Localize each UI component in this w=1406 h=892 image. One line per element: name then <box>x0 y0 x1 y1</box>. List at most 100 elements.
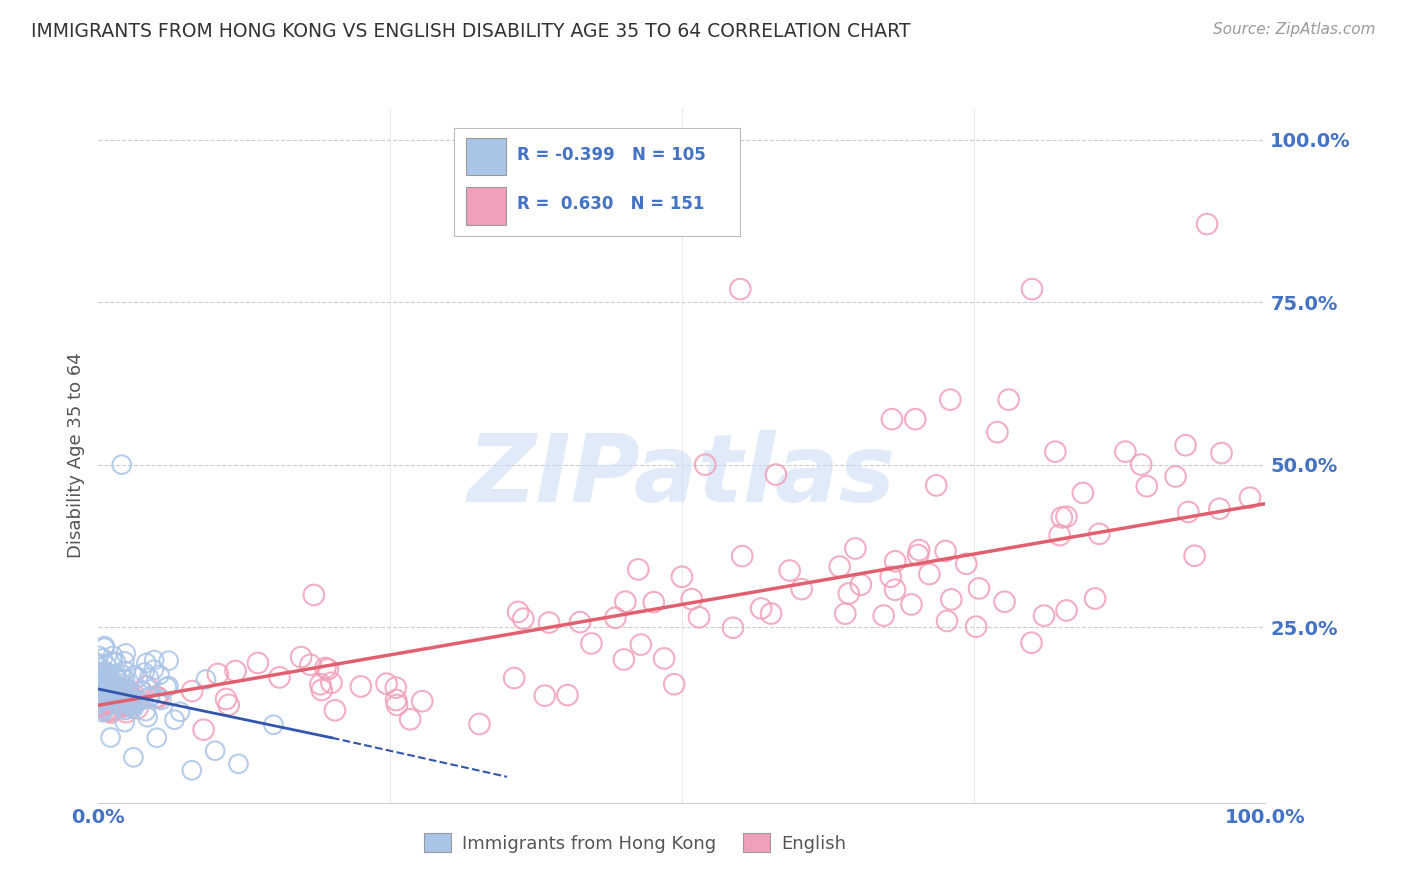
Point <box>557 688 579 702</box>
Point <box>1174 438 1197 452</box>
Point <box>1164 469 1187 483</box>
Point <box>880 412 903 426</box>
Text: ZIPatlas: ZIPatlas <box>468 430 896 522</box>
Point <box>1114 444 1136 458</box>
Point <box>96 658 118 673</box>
Point <box>110 687 132 701</box>
Point <box>127 693 149 707</box>
Point <box>118 698 141 713</box>
Point <box>908 543 931 558</box>
Point <box>94 669 117 683</box>
Point <box>1195 217 1218 231</box>
Point <box>100 731 122 745</box>
Point <box>115 695 138 709</box>
Point <box>97 686 120 700</box>
Point <box>350 680 373 694</box>
Point <box>100 685 122 699</box>
Point <box>94 695 117 709</box>
Point <box>262 718 284 732</box>
Point <box>997 392 1019 407</box>
Point <box>134 665 156 680</box>
Point <box>89 670 111 684</box>
Point <box>100 706 122 720</box>
Point <box>96 690 118 704</box>
Point <box>108 684 131 698</box>
Point <box>98 682 121 697</box>
Point <box>91 705 114 719</box>
Point <box>375 676 398 690</box>
Point <box>834 607 856 621</box>
Point <box>1130 458 1153 472</box>
Point <box>955 557 977 571</box>
Point <box>87 660 110 674</box>
Point <box>204 744 226 758</box>
Point <box>107 672 129 686</box>
Point <box>1136 479 1159 493</box>
Point <box>105 696 128 710</box>
Point <box>163 713 186 727</box>
Point <box>111 686 134 700</box>
Point <box>156 680 179 694</box>
Point <box>664 677 686 691</box>
Point <box>765 467 787 482</box>
Point <box>103 680 125 694</box>
Point <box>1056 603 1078 617</box>
Point <box>112 691 135 706</box>
Point <box>139 690 162 705</box>
Point <box>1184 549 1206 563</box>
Point <box>111 676 134 690</box>
Point <box>246 656 269 670</box>
Point <box>90 689 112 703</box>
Point <box>97 682 120 697</box>
Point <box>907 548 929 562</box>
Point <box>90 685 112 699</box>
Point <box>96 676 118 690</box>
Point <box>90 693 112 707</box>
Point <box>935 544 957 558</box>
Point <box>503 671 526 685</box>
Point <box>103 689 125 703</box>
Point <box>96 674 118 689</box>
Point <box>385 698 408 712</box>
Point <box>87 692 110 706</box>
Point <box>93 692 115 706</box>
Point <box>111 667 134 681</box>
Point <box>181 684 204 698</box>
Point <box>94 703 117 717</box>
Point <box>193 723 215 737</box>
Point <box>103 667 125 681</box>
Point <box>512 612 534 626</box>
Point <box>115 683 138 698</box>
Point <box>138 690 160 704</box>
Point <box>790 582 813 596</box>
Point <box>849 578 872 592</box>
Point <box>122 697 145 711</box>
Point <box>89 669 111 683</box>
Point <box>884 582 907 597</box>
Point <box>91 681 114 696</box>
Point <box>385 681 408 695</box>
Point <box>105 656 128 670</box>
Point <box>101 678 124 692</box>
Point <box>120 697 142 711</box>
Point <box>1021 282 1043 296</box>
Point <box>136 710 159 724</box>
Point <box>97 671 120 685</box>
Point <box>121 695 143 709</box>
Point <box>93 639 115 653</box>
Point <box>115 698 138 713</box>
Point <box>880 570 903 584</box>
Legend: Immigrants from Hong Kong, English: Immigrants from Hong Kong, English <box>418 826 853 860</box>
Point <box>100 683 122 698</box>
Point <box>91 693 114 707</box>
Point <box>90 665 112 680</box>
Point <box>94 696 117 710</box>
Point <box>385 693 408 707</box>
Point <box>468 717 491 731</box>
Point <box>228 756 250 771</box>
Point <box>122 750 145 764</box>
Point <box>115 689 138 703</box>
Point <box>605 611 627 625</box>
Point <box>111 699 134 714</box>
Point <box>122 701 145 715</box>
